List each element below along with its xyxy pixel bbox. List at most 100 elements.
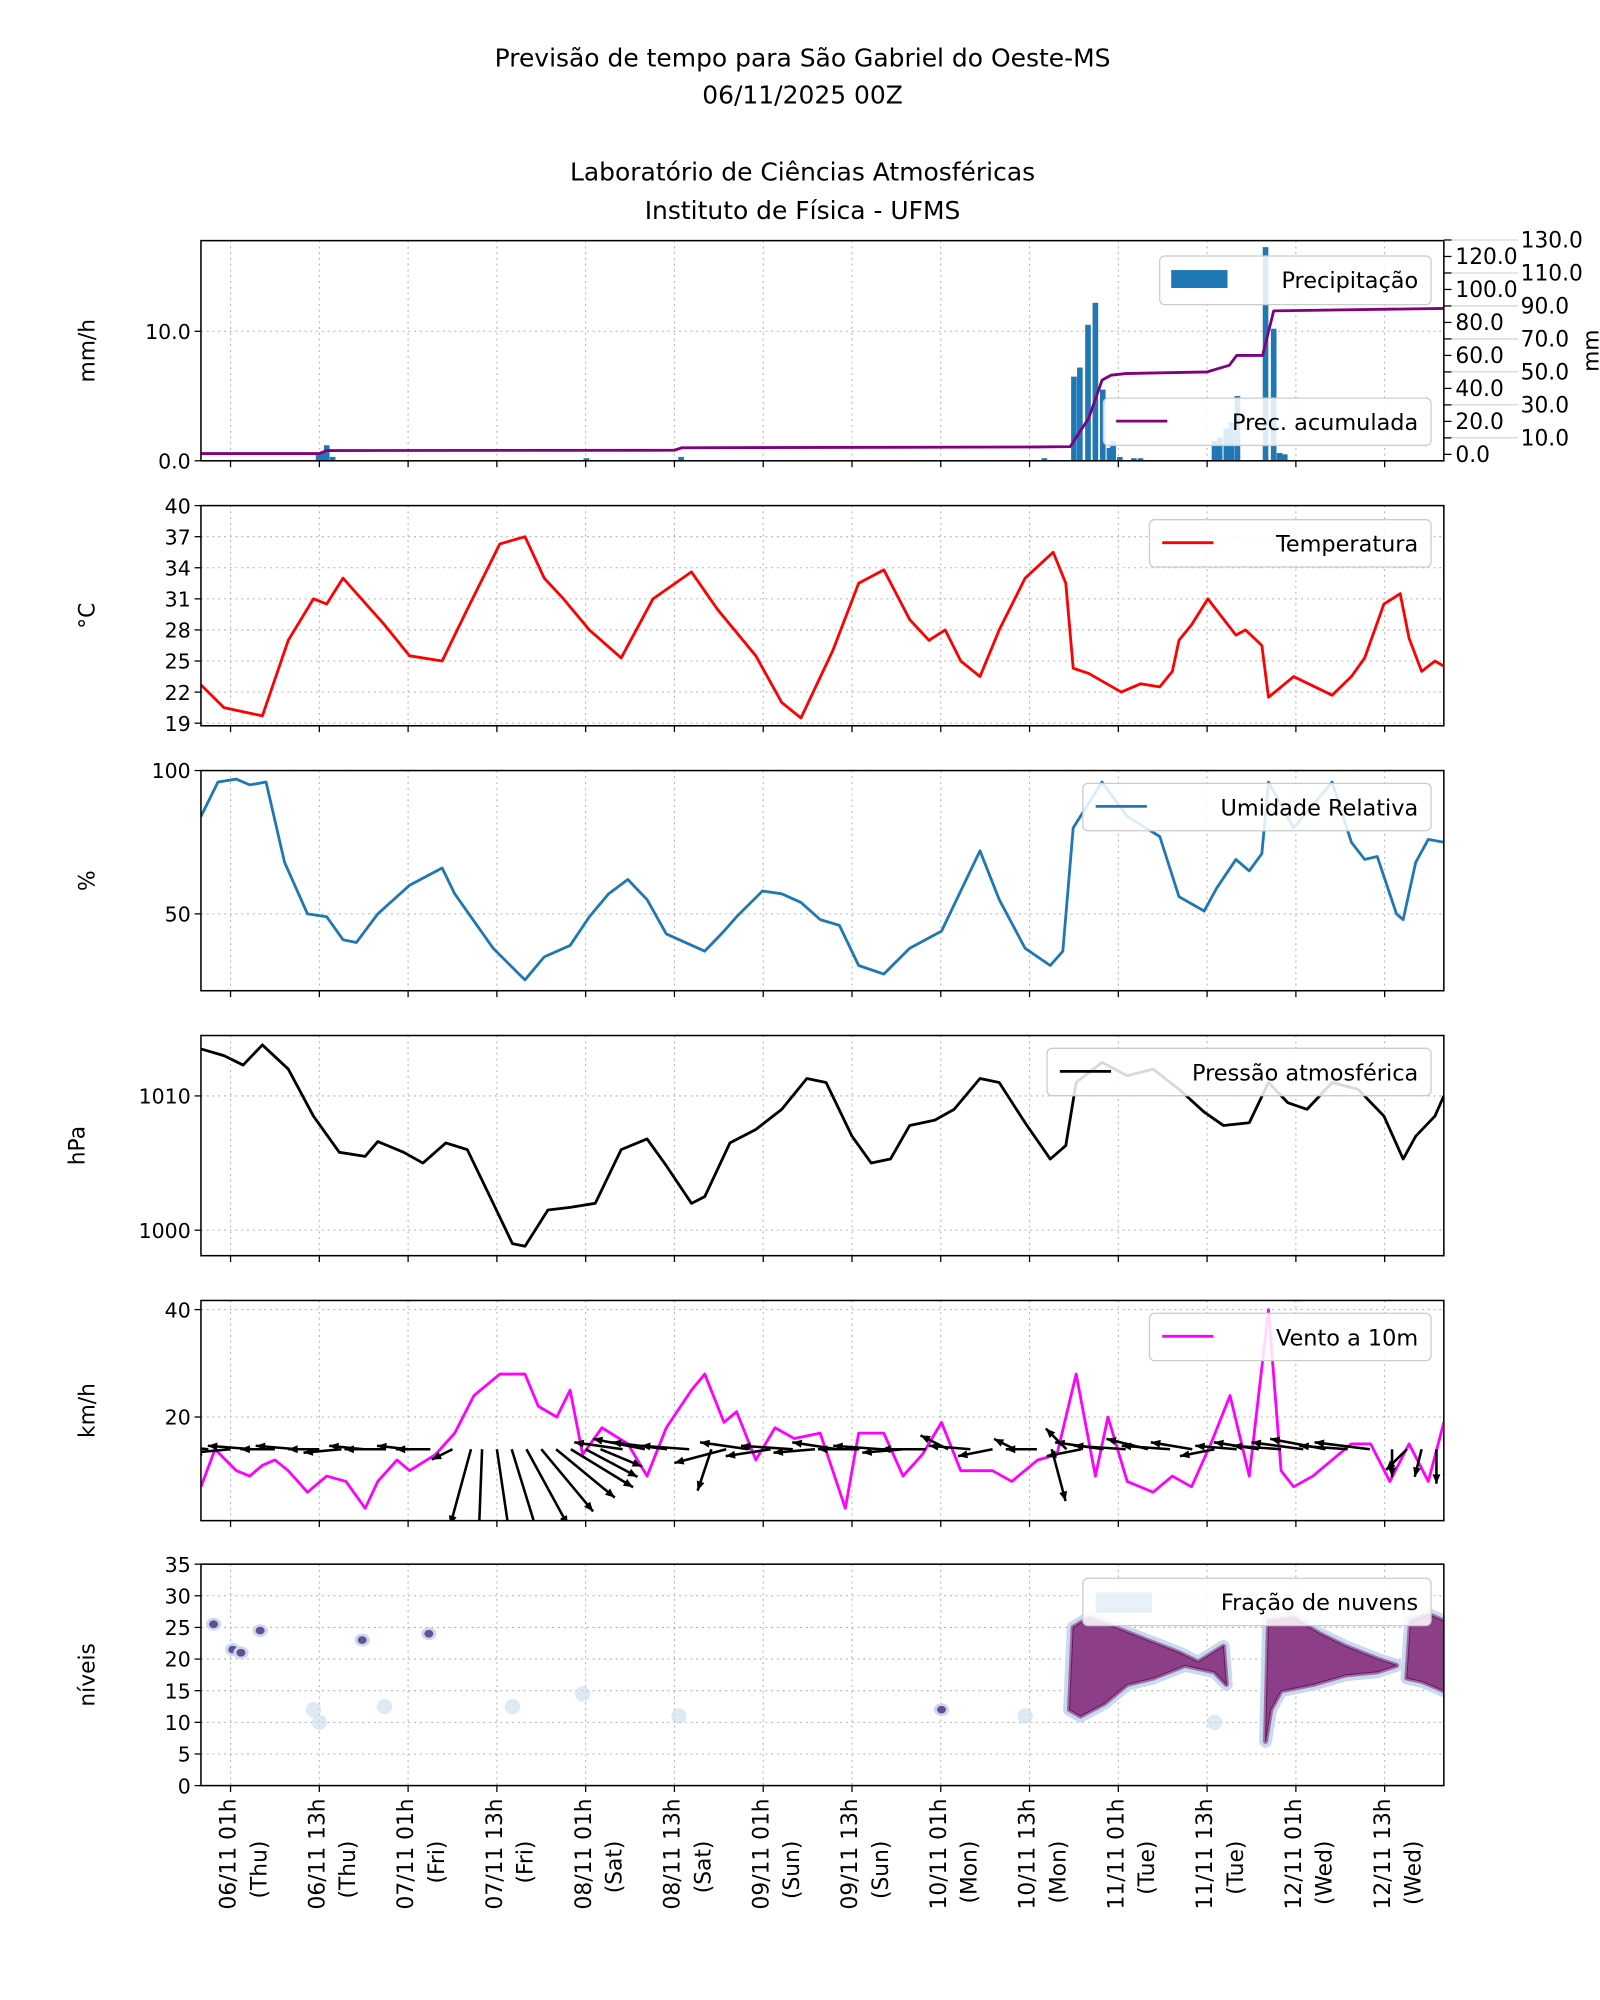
wind-arrow-head: [431, 1451, 442, 1460]
wind-arrow-head: [640, 1442, 651, 1451]
wind-arrow: [540, 1448, 595, 1513]
wind-arrow-head: [1005, 1445, 1016, 1454]
legend-label: Vento a 10m: [1276, 1325, 1418, 1351]
wind-arrow: [585, 1448, 639, 1478]
wind-arrow-head: [448, 1515, 457, 1521]
precip-bar: [1071, 376, 1077, 461]
wind-arrow: [495, 1449, 509, 1521]
title-line-3: Laboratório de Ciências Atmosféricas: [570, 157, 1035, 186]
wind-arrow-head: [957, 1450, 969, 1459]
wind-arrow-head: [622, 1478, 634, 1488]
wind-arrow-head: [740, 1442, 751, 1451]
cloud-light-patch: [1206, 1714, 1223, 1731]
cloud-light-patch: [1017, 1708, 1033, 1724]
precip-bar: [1216, 437, 1223, 461]
x-tick-label: 06/11 01h: [217, 1798, 242, 1909]
precip-bar: [1211, 441, 1218, 461]
cloud-light-patch: [575, 1686, 591, 1702]
precip-bar: [1137, 458, 1144, 461]
x-tick-label: 11/11 13h: [1193, 1798, 1218, 1909]
wind-arrow-head: [700, 1439, 710, 1448]
y-tick-label: 20: [165, 1648, 191, 1672]
cloud-spot: [357, 1636, 367, 1644]
wind-arrow-head: [255, 1442, 266, 1451]
y-tick-label: 0.0: [158, 449, 191, 473]
precip-bar: [315, 454, 322, 461]
wind-arrow-head: [574, 1439, 585, 1448]
legend-label: Precipitação: [1281, 268, 1418, 294]
legend-box: [1102, 397, 1432, 447]
wind-arrow-head: [395, 1445, 406, 1454]
y-tick-label: 35: [165, 1553, 191, 1577]
y-tick-label: 1010: [139, 1085, 191, 1109]
y-tick-label: 50: [165, 903, 191, 927]
wind-arrow-head: [533, 1529, 541, 1539]
wind-arrow-head: [631, 1459, 642, 1467]
wind-arrow: [450, 1448, 473, 1521]
wind-arrow-head: [994, 1438, 1005, 1447]
precip-bar: [1262, 247, 1269, 461]
y-tick-label: 5: [178, 1743, 191, 1767]
cloud-light-patch: [504, 1698, 521, 1715]
wind-arrow-head: [1055, 1439, 1066, 1448]
x-tick-day: (Tue): [1224, 1841, 1249, 1895]
y-tick-label: 37: [165, 525, 191, 549]
wind-arrow-head: [593, 1436, 604, 1445]
wind-arrow-head: [1045, 1428, 1056, 1438]
wind-arrow-head: [1388, 1467, 1397, 1477]
axes-frame: [200, 1563, 1445, 1787]
wind-arrow-head: [605, 1488, 615, 1498]
wind-arrow-head: [303, 1447, 314, 1456]
wind-arrow-head: [207, 1442, 218, 1451]
wind-arrow-head: [817, 1445, 828, 1454]
cloud-spot: [236, 1648, 246, 1657]
wind-arrow-head: [377, 1442, 387, 1451]
x-tick-label: 09/11 01h: [749, 1798, 774, 1909]
pressure-line: [200, 1043, 1444, 1248]
wind-arrow-head: [1106, 1437, 1117, 1446]
right-tick-label: 60.0: [1455, 344, 1503, 369]
wind-arrow-head: [559, 1515, 568, 1521]
wind-arrow-head: [167, 1443, 177, 1451]
y-tick-label: 34: [165, 556, 191, 580]
cloud-spot: [937, 1705, 946, 1714]
y-tick-label: 40: [165, 1298, 191, 1322]
wind-arrow-head: [1232, 1442, 1243, 1451]
wind-arrow-head: [1195, 1442, 1205, 1451]
wind-line: [200, 1308, 1444, 1510]
legend-label: Pressão atmosférica: [1192, 1060, 1418, 1086]
cloud-light-patch: [671, 1708, 687, 1724]
right-tick-label: 40.0: [1455, 377, 1503, 402]
precip-bar: [320, 451, 326, 461]
x-tick-label: 11/11 01h: [1104, 1798, 1129, 1909]
legend-label: Temperatura: [1275, 532, 1418, 558]
x-tick-label: 12/11 01h: [1282, 1798, 1307, 1909]
legend-swatch: [1095, 1592, 1152, 1613]
y-axis-label: níveis: [76, 1643, 101, 1706]
wind-arrow-head: [1386, 1460, 1396, 1470]
legend-box: [1082, 1577, 1432, 1627]
cloud-light-patch: [311, 1714, 328, 1731]
precip-bar: [583, 458, 590, 461]
x-tick-label: 08/11 13h: [661, 1798, 686, 1909]
legend-label: Prec. acumulada: [1232, 410, 1418, 436]
precip-bar: [1131, 458, 1137, 461]
x-tick-label: 08/11 01h: [572, 1798, 597, 1909]
x-tick-day: (Mon): [958, 1841, 983, 1904]
x-tick-label: 12/11 13h: [1371, 1798, 1396, 1909]
wind-arrow-head: [920, 1435, 931, 1444]
precip-bar: [1085, 324, 1091, 461]
wind-arrow-head: [1179, 1450, 1190, 1459]
wind-arrow-head: [344, 1445, 354, 1454]
right-tick-label: 130.0: [1521, 229, 1583, 254]
y-tick-label: 40: [165, 494, 191, 518]
y-tick-label: 10: [165, 1711, 191, 1735]
y-axis-label: °C: [76, 603, 101, 629]
legend-box: [1046, 1047, 1432, 1097]
accum-precip-line: [200, 307, 1444, 455]
wind-arrow: [200, 1447, 231, 1454]
right-tick-label: 0.0: [1455, 443, 1490, 468]
axes-frame: [200, 769, 1445, 992]
wind-arrow-head: [1121, 1442, 1132, 1451]
